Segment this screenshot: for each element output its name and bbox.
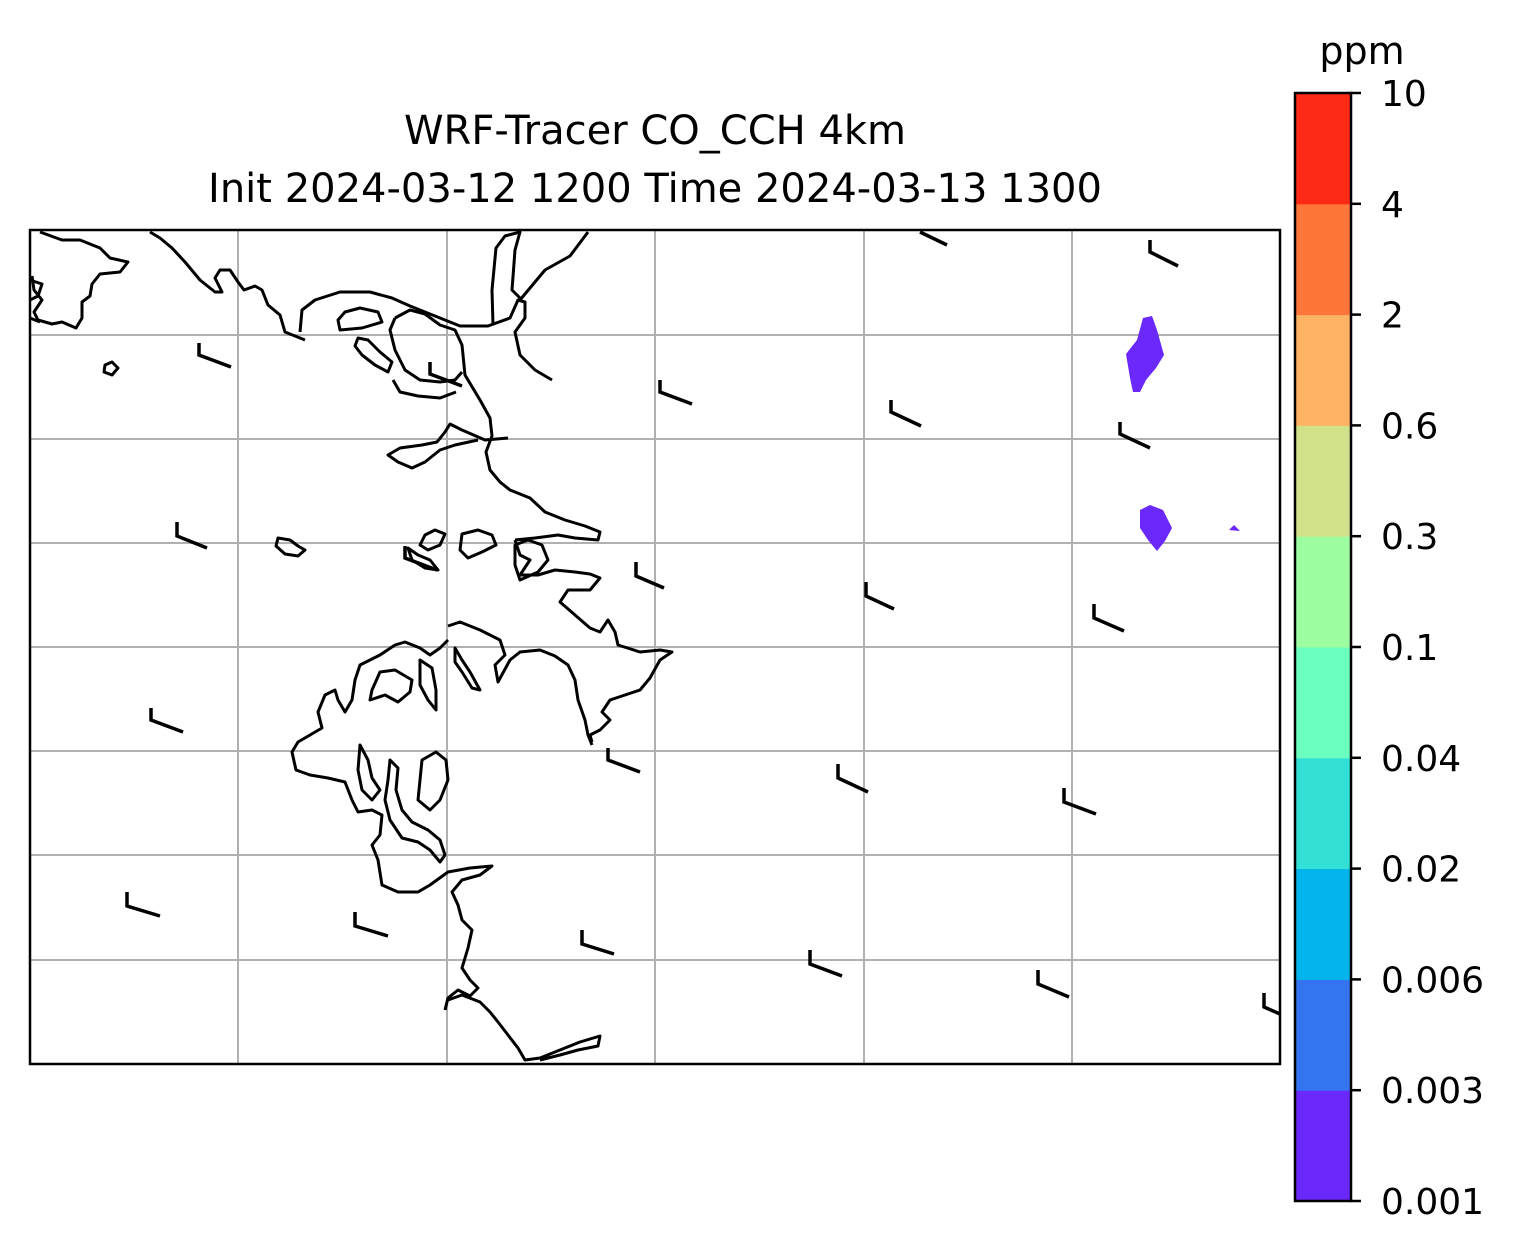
- coastline: [368, 668, 414, 704]
- colorbar-tick-label: 0.04: [1381, 739, 1461, 780]
- coastline: [298, 290, 553, 382]
- coastline: [353, 336, 394, 374]
- coastline: [394, 308, 602, 542]
- wind-barb: [125, 892, 161, 918]
- coastline: [102, 360, 120, 377]
- colorbar-tick-label: 0.006: [1381, 960, 1484, 1001]
- colorbar-segment: [1295, 1090, 1351, 1202]
- wind-barb: [889, 400, 922, 428]
- wind-barb: [1262, 993, 1281, 1016]
- coastline: [513, 538, 550, 582]
- colorbar-segment: [1295, 868, 1351, 980]
- wind-barbs: [125, 230, 1281, 1016]
- colorbar-tick-label: 0.3: [1381, 517, 1438, 558]
- colorbar-tick-label: 2: [1381, 296, 1404, 337]
- coastline: [453, 646, 482, 692]
- wind-barb: [197, 343, 232, 369]
- colorbar-segment: [1295, 979, 1351, 1091]
- wind-barb: [428, 362, 463, 388]
- coastline: [30, 230, 130, 330]
- coastline: [418, 658, 438, 712]
- coastline: [388, 317, 464, 384]
- wind-barb: [149, 708, 184, 734]
- coastline: [383, 758, 447, 864]
- colorbar-tick-label: 0.1: [1381, 628, 1438, 669]
- colorbar-tick-label: 10: [1381, 74, 1427, 115]
- wind-barb: [353, 912, 389, 938]
- wind-barb: [1118, 422, 1151, 450]
- wind-barb: [606, 748, 641, 774]
- coastline: [274, 536, 307, 558]
- coastline: [391, 379, 457, 400]
- tracer-patch: [1126, 316, 1164, 392]
- coastlines: [29, 230, 674, 1062]
- colorbar-segment: [1295, 93, 1351, 205]
- colorbar-tick-label: 0.02: [1381, 850, 1461, 891]
- wind-barb: [808, 950, 843, 978]
- colorbar-segment: [1295, 757, 1351, 870]
- coastline: [447, 620, 594, 746]
- colorbar-segment: [1295, 647, 1351, 759]
- coastline: [513, 539, 674, 743]
- coastline: [418, 528, 447, 552]
- wind-barb: [864, 582, 895, 611]
- coastline: [29, 278, 44, 302]
- coastline: [29, 316, 41, 324]
- colorbar-segment: [1295, 314, 1351, 426]
- colorbar-ticks: 0.001 0.003 0.006 0.02 0.04 0.1 0.3 0.6 2 4 10: [1351, 74, 1484, 1223]
- colorbar-segment: [1295, 425, 1351, 537]
- tracer-patch: [1140, 505, 1172, 551]
- coastline: [290, 638, 494, 1011]
- colorbar-tick-label: 0.003: [1381, 1071, 1484, 1112]
- coastline: [356, 743, 382, 802]
- map-title-line1: WRF-Tracer CO_CCH 4km: [403, 108, 907, 154]
- wind-barb: [919, 230, 948, 247]
- wind-barb: [836, 764, 869, 794]
- wind-barb: [580, 930, 615, 956]
- coastline: [447, 993, 602, 1062]
- colorbar: ppm 0.001 0.003 0.006 0.02 0.04 0.1 0.3 0.6 2 4 10: [1293, 29, 1484, 1223]
- wind-barb: [634, 562, 665, 590]
- colorbar-segments: [1295, 93, 1351, 1202]
- coastline: [490, 230, 522, 326]
- tracer-shading: [1126, 316, 1240, 551]
- tracer-patch: [1229, 525, 1240, 531]
- wind-barb: [403, 546, 438, 572]
- coastline: [386, 422, 509, 470]
- wind-barb: [1062, 788, 1097, 816]
- map-title-line2: Init 2024-03-12 1200 Time 2024-03-13 130…: [208, 166, 1102, 212]
- map-panel: [28, 228, 1282, 1066]
- colorbar-unit-label: ppm: [1319, 29, 1404, 73]
- wind-barb: [1036, 970, 1070, 999]
- gridlines: [30, 230, 1280, 1064]
- colorbar-tick-label: 4: [1381, 185, 1404, 226]
- coastline: [149, 230, 306, 342]
- coastline: [458, 528, 498, 560]
- colorbar-tick-label: 0.001: [1381, 1182, 1484, 1223]
- colorbar-tick-label: 0.6: [1381, 406, 1438, 447]
- map-frame: [28, 228, 1282, 1066]
- colorbar-segment: [1295, 203, 1351, 316]
- coastline: [416, 750, 450, 812]
- colorbar-segment: [1295, 536, 1351, 648]
- wind-barb: [658, 380, 693, 406]
- coastline: [518, 231, 590, 301]
- wind-barb: [1092, 604, 1125, 633]
- wind-barb: [175, 522, 208, 550]
- colorbar-frame: [1293, 91, 1353, 1203]
- coastline: [336, 306, 384, 332]
- wind-barb: [1148, 240, 1179, 268]
